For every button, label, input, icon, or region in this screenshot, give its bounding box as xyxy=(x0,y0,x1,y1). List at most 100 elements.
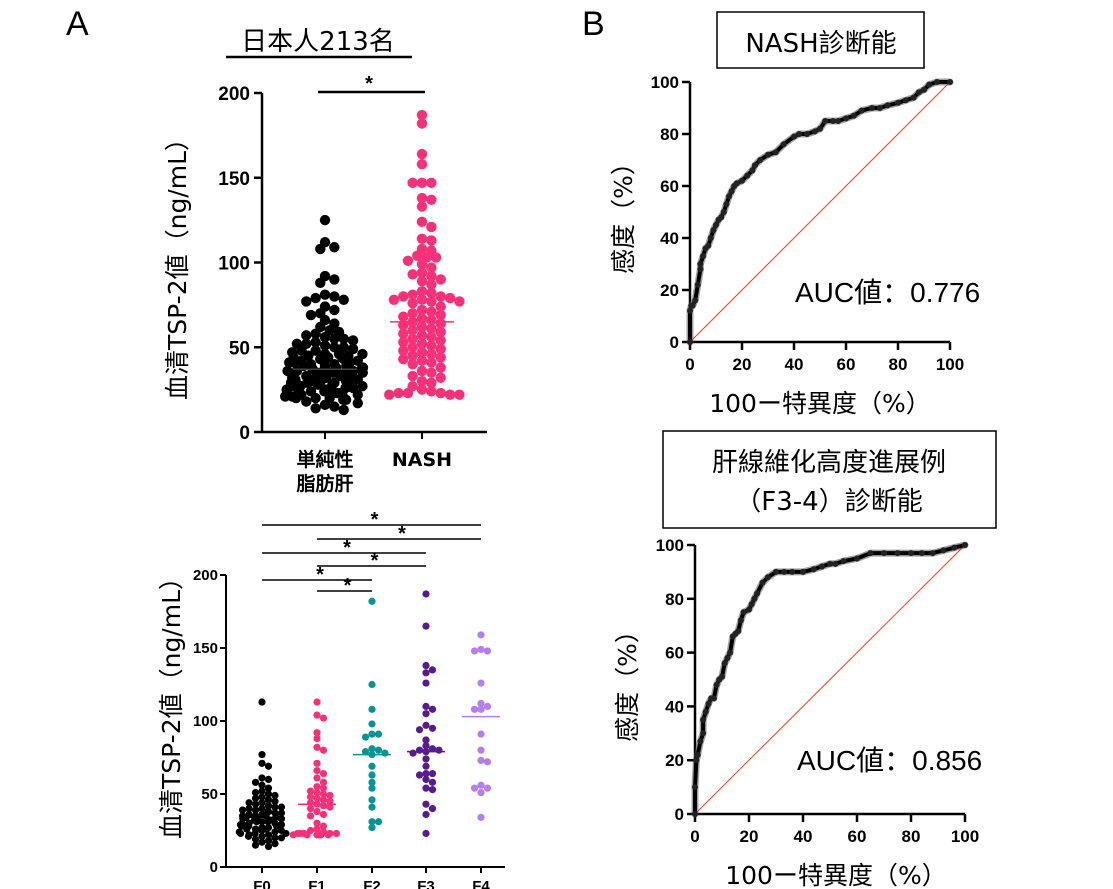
data-point xyxy=(296,345,306,355)
data-point xyxy=(426,195,436,205)
y-tick-label: 20 xyxy=(660,281,679,300)
x-tick-label: 80 xyxy=(889,355,908,374)
x-tick-label: 60 xyxy=(848,827,867,846)
data-point xyxy=(471,706,478,713)
data-point xyxy=(477,631,484,638)
data-point xyxy=(429,786,436,793)
data-point xyxy=(239,806,246,813)
data-point xyxy=(329,274,339,284)
data-point xyxy=(313,774,320,781)
data-point xyxy=(422,679,429,686)
roc-point xyxy=(718,214,724,220)
data-point xyxy=(320,400,330,410)
data-point xyxy=(422,722,429,729)
y-axis-label: 感度（%） xyxy=(609,150,638,274)
data-point xyxy=(329,401,339,411)
data-point xyxy=(245,799,252,806)
data-point xyxy=(409,750,416,757)
roc-point xyxy=(841,558,847,564)
auc-annotation: AUC値：0.856 xyxy=(797,745,982,776)
y-tick-label: 100 xyxy=(193,713,218,730)
scatter-chart-fibrosis: 血清TSP-2値（ng/mL） 050100150200F0 F1 F2 F3 F4**… xyxy=(157,509,505,889)
data-point xyxy=(417,295,427,305)
roc-point xyxy=(962,542,968,548)
x-tick-label: 100 xyxy=(936,355,964,374)
x-tick-label: 40 xyxy=(794,827,813,846)
roc-point xyxy=(693,757,699,763)
x-tick-label: F2 xyxy=(363,878,381,889)
roc-point xyxy=(773,569,779,575)
x-tick-label: 20 xyxy=(733,355,752,374)
roc-point xyxy=(711,695,717,701)
roc-point xyxy=(719,674,725,680)
roc-point xyxy=(811,566,817,572)
data-point xyxy=(310,403,320,413)
data-point xyxy=(422,755,429,762)
data-point xyxy=(384,390,394,400)
roc-point xyxy=(703,709,709,715)
x-tick-label: 0 xyxy=(690,827,699,846)
data-point xyxy=(287,356,297,366)
roc-point xyxy=(721,209,727,215)
y-tick-label: 80 xyxy=(665,590,684,609)
significance-star: * xyxy=(371,550,379,572)
roc-point xyxy=(830,118,836,124)
y-tick-label: 100 xyxy=(651,73,679,92)
roc-point xyxy=(723,201,729,207)
data-point xyxy=(320,747,327,754)
y-tick-label: 20 xyxy=(665,751,684,770)
data-point xyxy=(253,818,260,825)
roc-point xyxy=(746,607,752,613)
roc-point xyxy=(822,118,828,124)
data-point xyxy=(304,831,311,838)
roc-point xyxy=(700,717,706,723)
roc-point xyxy=(697,738,703,744)
data-point xyxy=(429,725,436,732)
roc-point xyxy=(697,261,703,267)
roc-point xyxy=(791,134,797,140)
data-point xyxy=(313,698,320,705)
significance-star: * xyxy=(316,564,324,586)
data-point xyxy=(265,776,272,783)
data-point xyxy=(417,384,427,394)
x-tick-label: 100 xyxy=(951,827,979,846)
data-point xyxy=(417,159,427,169)
y-tick-label: 40 xyxy=(665,697,684,716)
data-point xyxy=(422,669,429,676)
data-point xyxy=(477,757,484,764)
roc-point xyxy=(735,628,741,634)
data-point xyxy=(484,703,491,710)
data-point xyxy=(295,381,305,391)
roc-chart-f34: 肝線維化高度進展例 （F3-4）診断能 感度（%） 100ー特異度（%） AUC… xyxy=(613,431,996,889)
axes: 0204060801000 20 40 60 80 100 xyxy=(656,536,980,846)
data-point xyxy=(407,269,417,279)
chart-title: NASH診断能 xyxy=(745,29,896,59)
roc-point xyxy=(781,569,787,575)
data-point xyxy=(329,305,339,315)
roc-point xyxy=(692,784,698,790)
data-point xyxy=(407,298,417,308)
data-point xyxy=(389,295,399,305)
data-point xyxy=(393,388,403,398)
data-point xyxy=(422,703,429,710)
data-point xyxy=(436,373,446,383)
data-point xyxy=(436,274,446,284)
data-point xyxy=(417,356,427,366)
roc-point xyxy=(930,550,936,556)
y-tick-label: 100 xyxy=(656,536,684,555)
data-point xyxy=(320,215,330,225)
data-point xyxy=(362,733,369,740)
data-point xyxy=(258,698,265,705)
data-point xyxy=(291,393,301,403)
data-point xyxy=(313,735,320,742)
data-point xyxy=(315,244,325,254)
data-point xyxy=(484,758,491,765)
data-point xyxy=(454,390,464,400)
data-point xyxy=(329,291,339,301)
data-point xyxy=(422,801,429,808)
data-point xyxy=(375,731,382,738)
x-tick-label: 40 xyxy=(785,355,804,374)
data-point xyxy=(339,295,349,305)
roc-point xyxy=(695,282,701,288)
roc-point xyxy=(734,180,740,186)
